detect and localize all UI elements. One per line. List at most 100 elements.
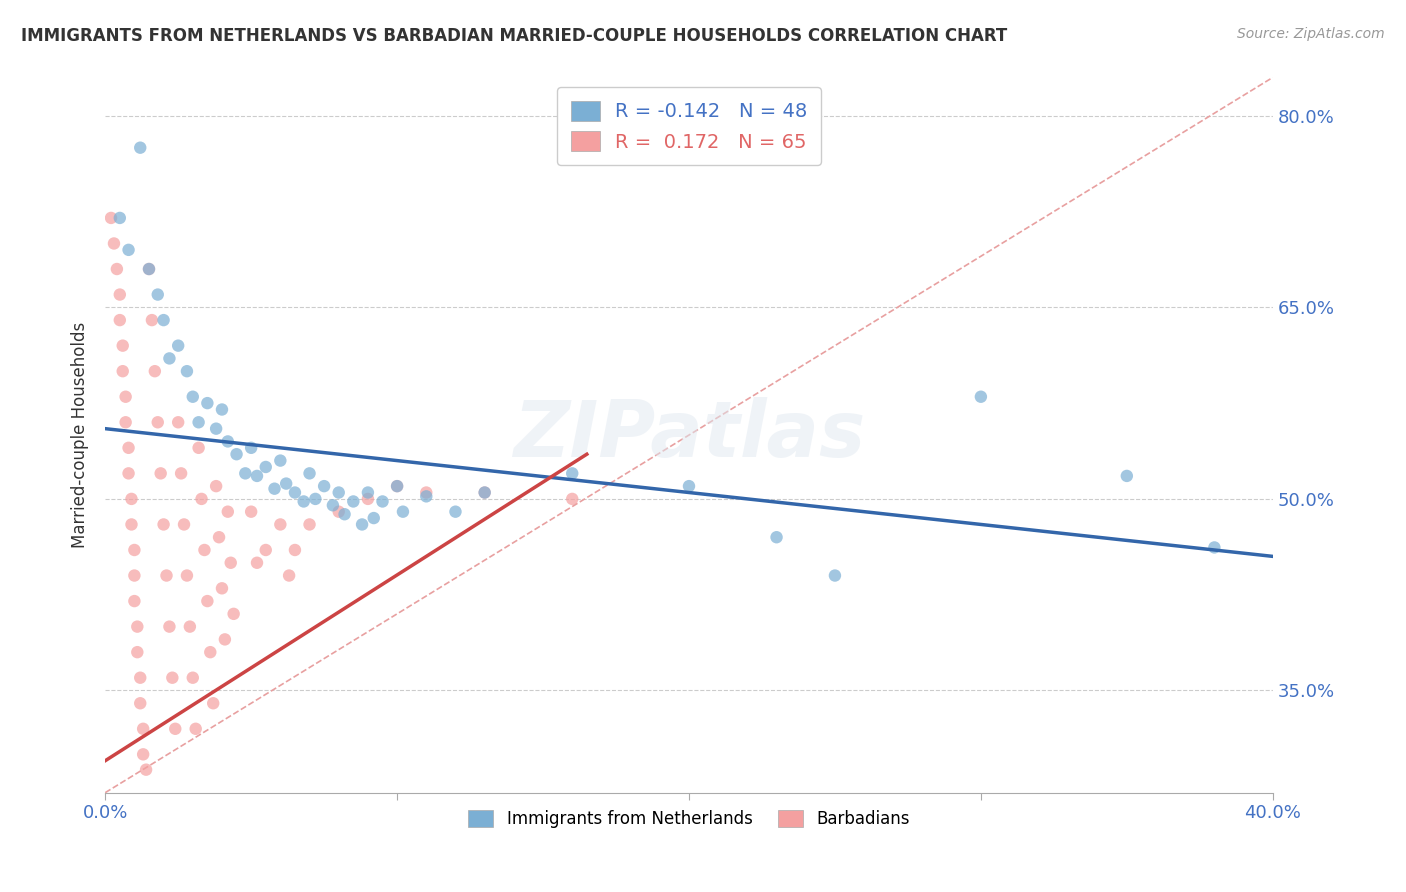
Point	[1115, 469, 1137, 483]
Point	[561, 491, 583, 506]
Point	[219, 556, 242, 570]
Point	[159, 619, 181, 633]
Point	[167, 338, 190, 352]
Point	[328, 505, 350, 519]
Point	[561, 467, 583, 481]
Point	[187, 415, 209, 429]
Point	[304, 491, 326, 506]
Point	[162, 671, 184, 685]
Point	[246, 556, 269, 570]
Point	[121, 491, 143, 506]
Point	[124, 543, 146, 558]
Point	[138, 262, 160, 277]
Point	[129, 696, 152, 710]
Point	[474, 485, 496, 500]
Point	[385, 479, 408, 493]
Point	[202, 696, 225, 710]
Point	[263, 482, 285, 496]
Point	[314, 479, 336, 493]
Point	[152, 517, 174, 532]
Point	[179, 619, 201, 633]
Point	[143, 364, 166, 378]
Point	[208, 530, 231, 544]
Point	[181, 390, 204, 404]
Point	[195, 594, 218, 608]
Point	[127, 645, 149, 659]
Point	[269, 453, 291, 467]
Point	[278, 568, 301, 582]
Point	[363, 511, 385, 525]
Point	[108, 211, 131, 225]
Point	[205, 422, 228, 436]
Point	[254, 460, 277, 475]
Point	[214, 632, 236, 647]
Point	[127, 619, 149, 633]
Legend: Immigrants from Netherlands, Barbadians: Immigrants from Netherlands, Barbadians	[461, 803, 917, 834]
Point	[217, 434, 239, 449]
Point	[474, 485, 496, 500]
Point	[1204, 541, 1226, 555]
Point	[415, 489, 437, 503]
Point	[138, 262, 160, 277]
Point	[190, 491, 212, 506]
Point	[176, 364, 198, 378]
Point	[678, 479, 700, 493]
Point	[322, 498, 344, 512]
Point	[159, 351, 181, 366]
Point	[342, 494, 364, 508]
Point	[205, 479, 228, 493]
Point	[111, 364, 134, 378]
Point	[124, 568, 146, 582]
Text: ZIPatlas: ZIPatlas	[513, 397, 865, 473]
Point	[276, 476, 298, 491]
Point	[165, 722, 187, 736]
Point	[184, 722, 207, 736]
Point	[149, 467, 172, 481]
Point	[328, 485, 350, 500]
Point	[415, 485, 437, 500]
Point	[970, 390, 993, 404]
Point	[222, 607, 245, 621]
Point	[121, 517, 143, 532]
Point	[269, 517, 291, 532]
Y-axis label: Married-couple Households: Married-couple Households	[72, 322, 89, 549]
Point	[117, 243, 139, 257]
Point	[211, 402, 233, 417]
Point	[170, 467, 193, 481]
Point	[187, 441, 209, 455]
Point	[371, 494, 394, 508]
Point	[444, 505, 467, 519]
Point	[173, 517, 195, 532]
Point	[357, 485, 380, 500]
Point	[225, 447, 247, 461]
Point	[352, 517, 374, 532]
Point	[298, 517, 321, 532]
Point	[167, 415, 190, 429]
Point	[114, 415, 136, 429]
Point	[392, 505, 415, 519]
Point	[233, 467, 256, 481]
Point	[200, 645, 222, 659]
Point	[824, 568, 846, 582]
Point	[152, 313, 174, 327]
Point	[240, 505, 263, 519]
Point	[333, 507, 356, 521]
Point	[124, 594, 146, 608]
Point	[254, 543, 277, 558]
Point	[146, 287, 169, 301]
Point	[129, 671, 152, 685]
Point	[765, 530, 787, 544]
Text: Source: ZipAtlas.com: Source: ZipAtlas.com	[1237, 27, 1385, 41]
Text: IMMIGRANTS FROM NETHERLANDS VS BARBADIAN MARRIED-COUPLE HOUSEHOLDS CORRELATION C: IMMIGRANTS FROM NETHERLANDS VS BARBADIAN…	[21, 27, 1007, 45]
Point	[117, 467, 139, 481]
Point	[117, 441, 139, 455]
Point	[114, 390, 136, 404]
Point	[246, 469, 269, 483]
Point	[181, 671, 204, 685]
Point	[240, 441, 263, 455]
Point	[141, 313, 163, 327]
Point	[217, 505, 239, 519]
Point	[135, 763, 157, 777]
Point	[108, 287, 131, 301]
Point	[146, 415, 169, 429]
